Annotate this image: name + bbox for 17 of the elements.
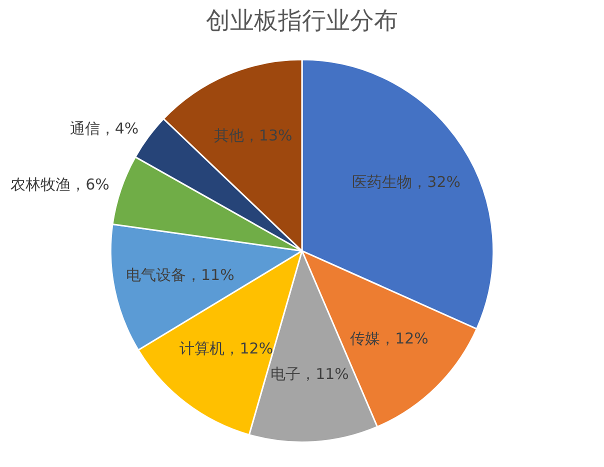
- chart-title: 创业板指行业分布: [206, 6, 398, 35]
- data-label: ，11%: [300, 364, 349, 383]
- slice-label: 医药生物: [352, 173, 412, 192]
- slice-label: 其他: [214, 126, 244, 144]
- data-label: ，32%: [412, 173, 461, 192]
- slice-label: 农林牧渔: [10, 176, 71, 194]
- data-label: ，4%: [100, 120, 139, 138]
- data-label: ，12%: [380, 329, 428, 348]
- data-label: ，6%: [70, 176, 110, 194]
- slice-label: 电气设备: [126, 266, 186, 284]
- slice-label: 传媒: [350, 329, 380, 348]
- slice-label: 通信: [70, 120, 100, 138]
- slice-label: 计算机: [180, 340, 225, 358]
- data-label: ，13%: [244, 126, 292, 144]
- data-label: ，12%: [224, 340, 274, 358]
- slice-label: 电子: [270, 364, 301, 383]
- data-label: ，11%: [186, 266, 234, 284]
